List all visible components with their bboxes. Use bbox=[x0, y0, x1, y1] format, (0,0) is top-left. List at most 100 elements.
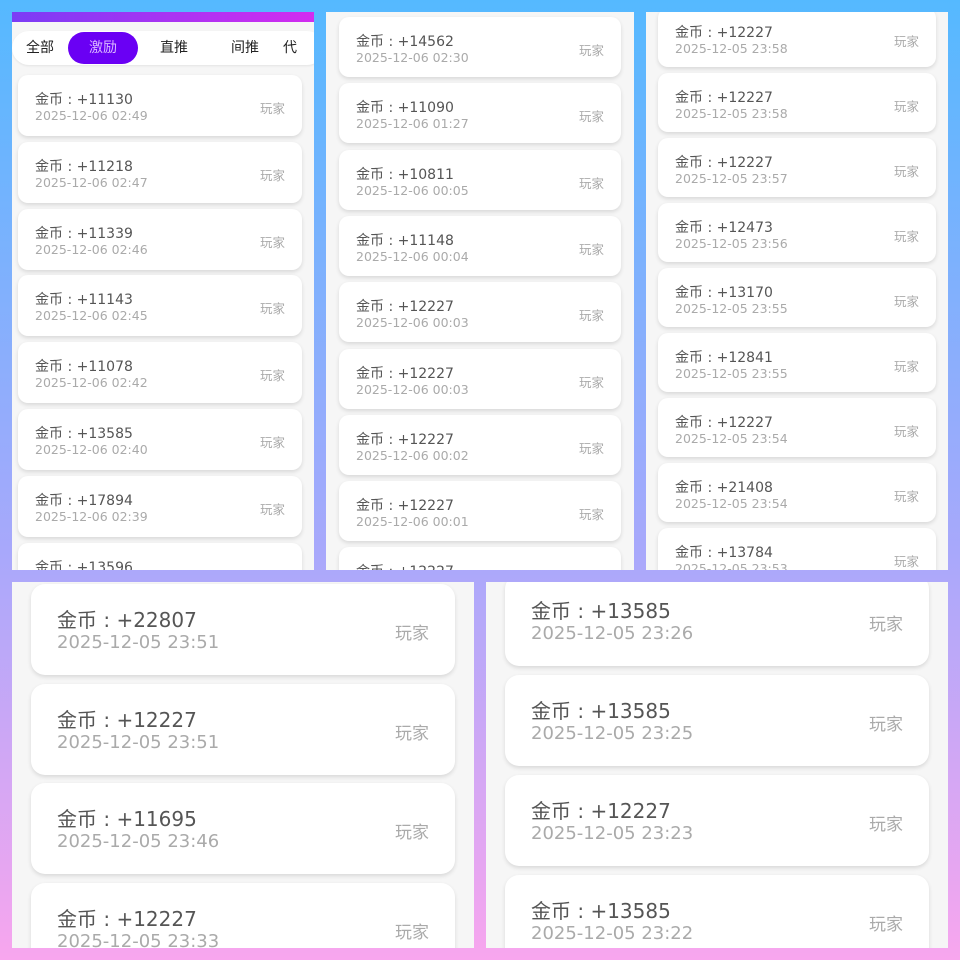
record-card[interactable]: 金币 : +10811 2025-12-06 00:05 玩家 bbox=[339, 149, 621, 210]
record-card[interactable]: 金币 : +14562 2025-12-06 02:30 玩家 bbox=[339, 17, 621, 77]
record-role: 玩家 bbox=[578, 175, 604, 191]
record-role: 玩家 bbox=[578, 241, 604, 257]
record-card[interactable]: 金币 : +13596 bbox=[18, 542, 302, 570]
record-card[interactable]: 金币 : +17894 2025-12-06 02:39 玩家 bbox=[18, 475, 302, 537]
coin-amount: 金币 : +10811 bbox=[356, 166, 454, 183]
record-role: 玩家 bbox=[578, 440, 604, 456]
record-time: 2025-12-06 02:45 bbox=[35, 308, 148, 324]
record-role: 玩家 bbox=[893, 34, 919, 49]
record-card[interactable]: 金币 : +12841 2025-12-05 23:55 玩家 bbox=[658, 333, 936, 392]
tab-bar: 全部 激励 直推 间推 代 bbox=[12, 31, 314, 65]
record-card[interactable]: 金币 : +11130 2025-12-06 02:49 玩家 bbox=[18, 75, 302, 136]
tab-all[interactable]: 全部 bbox=[26, 40, 54, 56]
record-role: 玩家 bbox=[395, 723, 429, 744]
coin-amount: 金币 : +21408 bbox=[675, 480, 773, 496]
record-card[interactable]: 金币 : +12227 2025-12-05 23:33 玩家 bbox=[31, 882, 455, 948]
record-time: 2025-12-06 02:30 bbox=[356, 50, 469, 65]
coin-amount: 金币 : +12227 bbox=[356, 299, 454, 316]
coin-amount: 金币 : +13170 bbox=[675, 285, 773, 301]
coin-amount: 金币 : +12227 bbox=[57, 906, 197, 931]
record-role: 玩家 bbox=[893, 294, 919, 309]
record-role: 玩家 bbox=[869, 915, 903, 935]
record-card[interactable]: 金币 : +13585 2025-12-06 02:40 玩家 bbox=[18, 409, 302, 470]
record-card[interactable]: 金币 : +12227 2025-12-05 23:23 玩家 bbox=[505, 775, 929, 866]
record-time: 2025-12-05 23:23 bbox=[531, 823, 694, 844]
record-time: 2025-12-06 00:01 bbox=[356, 514, 469, 530]
coin-amount: 金币 : +13585 bbox=[531, 599, 671, 623]
record-time: 2025-12-06 00:03 bbox=[356, 315, 469, 331]
coin-amount: 金币 : +12227 bbox=[356, 498, 454, 515]
coin-amount: 金币 : +12227 bbox=[675, 155, 773, 171]
record-time: 2025-12-05 23:51 bbox=[57, 731, 220, 753]
coin-amount: 金币 : +12841 bbox=[675, 350, 773, 366]
record-card[interactable]: 金币 : +11090 2025-12-06 01:27 玩家 bbox=[339, 83, 621, 144]
record-card[interactable]: 金币 : +12227 2025-12-06 00:03 玩家 bbox=[339, 348, 621, 409]
record-time: 2025-12-05 23:58 bbox=[675, 106, 788, 121]
record-role: 玩家 bbox=[893, 359, 919, 374]
record-role: 玩家 bbox=[395, 823, 429, 843]
record-card[interactable]: 金币 : +12227 2025-12-05 23:57 玩家 bbox=[658, 138, 936, 197]
record-role: 玩家 bbox=[578, 308, 604, 324]
record-role: 玩家 bbox=[578, 507, 604, 523]
record-role: 玩家 bbox=[259, 234, 285, 250]
record-card[interactable]: 金币 : +12227 2025-12-06 00:01 玩家 bbox=[339, 481, 621, 542]
coin-amount: 金币 : +11078 bbox=[35, 359, 133, 376]
record-role: 玩家 bbox=[395, 624, 429, 644]
coin-amount: 金币 : +11143 bbox=[35, 292, 133, 309]
record-card[interactable]: 金币 : +12227 2025-12-06 00:03 玩家 bbox=[339, 282, 621, 343]
record-card[interactable]: 金币 : +12473 2025-12-05 23:56 玩家 bbox=[658, 203, 936, 262]
record-card[interactable]: 金币 : +11218 2025-12-06 02:47 玩家 bbox=[18, 141, 302, 203]
record-time: 2025-12-05 23:26 bbox=[531, 623, 694, 644]
record-card[interactable]: 金币 : +13784 2025-12-05 23:53 玩家 bbox=[658, 528, 936, 570]
record-role: 玩家 bbox=[869, 615, 903, 635]
record-card[interactable]: 金币 : +22807 2025-12-05 23:51 玩家 bbox=[31, 584, 455, 675]
record-card[interactable]: 金币 : +11148 2025-12-06 00:04 玩家 bbox=[339, 215, 621, 276]
record-time: 2025-12-06 00:05 bbox=[356, 182, 469, 198]
record-time: 2025-12-05 23:55 bbox=[675, 366, 788, 381]
record-role: 玩家 bbox=[893, 554, 919, 569]
record-role: 玩家 bbox=[259, 301, 285, 317]
coin-amount: 金币 : +12227 bbox=[356, 561, 454, 570]
record-role: 玩家 bbox=[869, 815, 903, 835]
record-card[interactable]: 金币 : +13585 2025-12-05 23:26 玩家 bbox=[505, 582, 929, 666]
coin-amount: 金币 : +12227 bbox=[675, 90, 773, 106]
tab-indirect[interactable]: 间推 bbox=[231, 40, 259, 56]
coin-amount: 金币 : +11339 bbox=[35, 225, 133, 242]
record-card[interactable]: 金币 : +11078 2025-12-06 02:42 玩家 bbox=[18, 342, 302, 404]
record-role: 玩家 bbox=[893, 424, 919, 439]
coin-amount: 金币 : +12473 bbox=[675, 220, 773, 236]
record-card[interactable]: 金币 : +13170 2025-12-05 23:55 玩家 bbox=[658, 268, 936, 327]
tab-more[interactable]: 代 bbox=[283, 40, 297, 56]
record-card[interactable]: 金币 : +11339 2025-12-06 02:46 玩家 bbox=[18, 208, 302, 270]
coin-amount: 金币 : +12227 bbox=[57, 707, 197, 732]
coin-amount: 金币 : +12227 bbox=[356, 431, 454, 448]
tab-incentive[interactable]: 激励 bbox=[68, 32, 138, 64]
record-card[interactable]: 金币 : +12227 2025-12-05 23:54 玩家 bbox=[658, 398, 936, 457]
coin-amount: 金币 : +11130 bbox=[35, 92, 133, 108]
coin-amount: 金币 : +11148 bbox=[356, 232, 454, 249]
record-time: 2025-12-06 02:39 bbox=[35, 508, 148, 524]
record-card[interactable]: 金币 : +11143 2025-12-06 02:45 玩家 bbox=[18, 275, 302, 337]
coin-amount: 金币 : +12227 bbox=[531, 799, 671, 823]
coin-amount: 金币 : +13585 bbox=[531, 699, 671, 723]
record-card[interactable]: 金币 : +11695 2025-12-05 23:46 玩家 bbox=[31, 783, 455, 874]
record-card[interactable]: 金币 : +13585 2025-12-05 23:25 玩家 bbox=[505, 675, 929, 766]
record-card[interactable]: 金币 : +21408 2025-12-05 23:54 玩家 bbox=[658, 463, 936, 522]
record-time: 2025-12-05 23:46 bbox=[57, 831, 220, 852]
record-card[interactable]: 金币 : +12227 bbox=[339, 547, 621, 570]
coin-amount: 金币 : +17894 bbox=[35, 492, 133, 509]
record-time: 2025-12-06 00:02 bbox=[356, 447, 469, 463]
tab-direct[interactable]: 直推 bbox=[160, 40, 188, 56]
record-role: 玩家 bbox=[893, 229, 919, 244]
record-card[interactable]: 金币 : +13585 2025-12-05 23:22 玩家 bbox=[505, 875, 929, 948]
record-time: 2025-12-05 23:57 bbox=[675, 171, 788, 186]
record-card[interactable]: 金币 : +12227 2025-12-05 23:58 玩家 bbox=[658, 73, 936, 132]
record-role: 玩家 bbox=[259, 501, 285, 517]
record-time: 2025-12-05 23:55 bbox=[675, 301, 788, 316]
record-time: 2025-12-05 23:58 bbox=[675, 41, 788, 56]
record-card[interactable]: 金币 : +12227 2025-12-05 23:58 玩家 bbox=[658, 12, 936, 67]
record-time: 2025-12-05 23:22 bbox=[531, 923, 694, 944]
record-card[interactable]: 金币 : +12227 2025-12-06 00:02 玩家 bbox=[339, 414, 621, 475]
record-card[interactable]: 金币 : +12227 2025-12-05 23:51 玩家 bbox=[31, 683, 455, 775]
record-role: 玩家 bbox=[259, 167, 285, 183]
